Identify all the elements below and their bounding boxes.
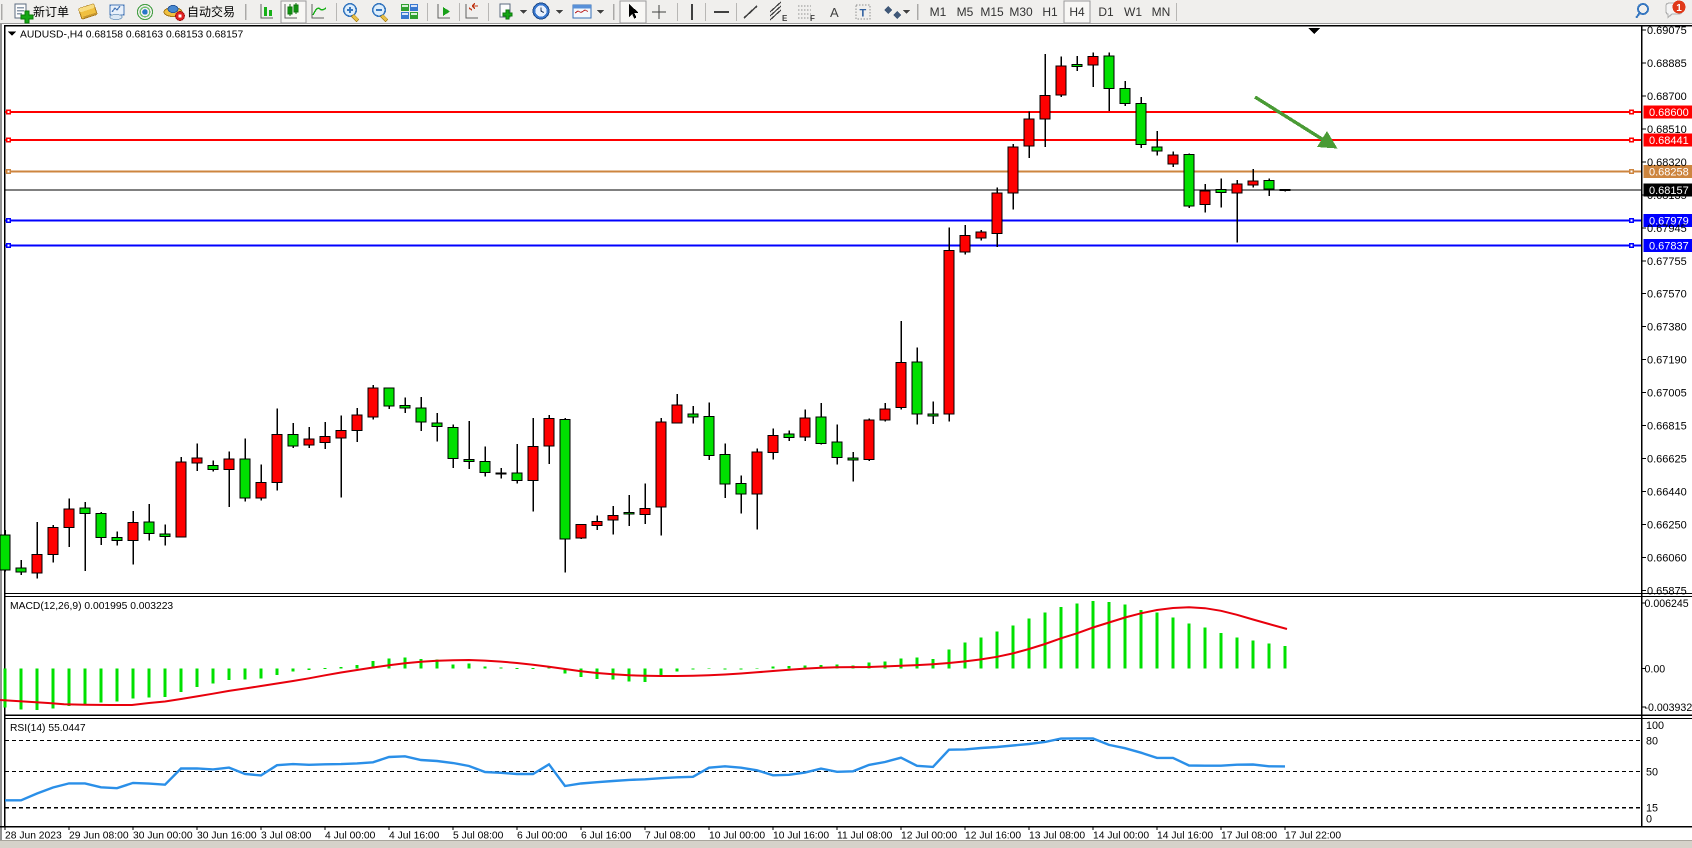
svg-text:AUDUSD-,H4 0.68158 0.68163 0.: AUDUSD-,H4 0.68158 0.68163 0.68153 0.681… — [20, 29, 244, 40]
svg-text:1: 1 — [1676, 3, 1682, 14]
svg-text:0.67570: 0.67570 — [1647, 289, 1687, 301]
svg-text:17 Jul 22:00: 17 Jul 22:00 — [1285, 831, 1341, 842]
svg-text:0.67979: 0.67979 — [1649, 216, 1689, 228]
svg-text:5 Jul 08:00: 5 Jul 08:00 — [453, 831, 504, 842]
svg-text:0.68885: 0.68885 — [1647, 58, 1687, 70]
svg-text:30 Jun 16:00: 30 Jun 16:00 — [197, 831, 257, 842]
svg-text:0.68510: 0.68510 — [1647, 124, 1687, 136]
svg-text:自动交易: 自动交易 — [187, 4, 235, 19]
svg-text:30 Jun 00:00: 30 Jun 00:00 — [133, 831, 193, 842]
svg-text:0: 0 — [1646, 814, 1652, 826]
svg-text:W1: W1 — [1124, 5, 1142, 19]
svg-text:11 Jul 08:00: 11 Jul 08:00 — [837, 831, 893, 842]
svg-text:0.65875: 0.65875 — [1647, 586, 1687, 598]
svg-text:D1: D1 — [1098, 5, 1114, 19]
svg-text:0.68135: 0.68135 — [1647, 190, 1687, 202]
svg-text:17 Jul 08:00: 17 Jul 08:00 — [1221, 831, 1277, 842]
svg-text:12 Jul 00:00: 12 Jul 00:00 — [901, 831, 957, 842]
svg-text:0.67837: 0.67837 — [1649, 241, 1689, 253]
svg-text:E: E — [782, 14, 788, 23]
svg-text:A: A — [830, 5, 839, 20]
svg-text:0.69075: 0.69075 — [1647, 25, 1687, 37]
svg-text:RSI(14) 55.0447: RSI(14) 55.0447 — [10, 723, 86, 734]
svg-text:3 Jul 08:00: 3 Jul 08:00 — [261, 831, 312, 842]
svg-text:0.66440: 0.66440 — [1647, 487, 1687, 499]
svg-text:4 Jul 00:00: 4 Jul 00:00 — [325, 831, 376, 842]
svg-text:12 Jul 16:00: 12 Jul 16:00 — [965, 831, 1021, 842]
svg-text:0.66815: 0.66815 — [1647, 421, 1687, 433]
svg-text:0.68157: 0.68157 — [1649, 185, 1689, 197]
svg-text:H4: H4 — [1069, 5, 1085, 19]
svg-text:M5: M5 — [957, 5, 974, 19]
svg-text:7 Jul 08:00: 7 Jul 08:00 — [645, 831, 696, 842]
svg-text:80: 80 — [1646, 736, 1658, 748]
svg-text:0.68700: 0.68700 — [1647, 91, 1687, 103]
svg-text:6 Jul 00:00: 6 Jul 00:00 — [517, 831, 568, 842]
svg-text:0.67945: 0.67945 — [1647, 223, 1687, 235]
svg-text:T: T — [860, 8, 867, 20]
svg-text:0.67005: 0.67005 — [1647, 388, 1687, 400]
svg-text:4 Jul 16:00: 4 Jul 16:00 — [389, 831, 440, 842]
svg-text:28 Jun 2023: 28 Jun 2023 — [5, 831, 62, 842]
svg-text:50: 50 — [1646, 767, 1658, 779]
svg-text:100: 100 — [1646, 720, 1664, 732]
svg-text:13 Jul 08:00: 13 Jul 08:00 — [1029, 831, 1085, 842]
svg-text:H1: H1 — [1042, 5, 1058, 19]
svg-text:10 Jul 00:00: 10 Jul 00:00 — [709, 831, 765, 842]
svg-text:M15: M15 — [980, 5, 1004, 19]
svg-text:0.68320: 0.68320 — [1647, 157, 1687, 169]
svg-text:0.67190: 0.67190 — [1647, 355, 1687, 367]
svg-text:M30: M30 — [1009, 5, 1033, 19]
svg-text:29 Jun 08:00: 29 Jun 08:00 — [69, 831, 129, 842]
svg-text:MN: MN — [1152, 5, 1171, 19]
svg-text:F: F — [810, 14, 815, 23]
svg-text:MACD(12,26,9) 0.001995 0.00322: MACD(12,26,9) 0.001995 0.003223 — [10, 601, 173, 612]
svg-text:0.67755: 0.67755 — [1647, 256, 1687, 268]
svg-text:6 Jul 16:00: 6 Jul 16:00 — [581, 831, 632, 842]
svg-text:14 Jul 00:00: 14 Jul 00:00 — [1093, 831, 1149, 842]
svg-text:14 Jul 16:00: 14 Jul 16:00 — [1157, 831, 1213, 842]
svg-text:10 Jul 16:00: 10 Jul 16:00 — [773, 831, 829, 842]
svg-text:0.00: 0.00 — [1645, 664, 1666, 676]
svg-text:0.67380: 0.67380 — [1647, 322, 1687, 334]
svg-text:0.68600: 0.68600 — [1649, 107, 1689, 119]
svg-text:M1: M1 — [930, 5, 947, 19]
svg-text:新订单: 新订单 — [33, 4, 69, 19]
svg-text:15: 15 — [1646, 803, 1658, 815]
svg-text:0.66625: 0.66625 — [1647, 454, 1687, 466]
svg-text:-0.003932: -0.003932 — [1645, 702, 1692, 714]
svg-text:0.66250: 0.66250 — [1647, 520, 1687, 532]
svg-text:0.66060: 0.66060 — [1647, 553, 1687, 565]
svg-text:0.006245: 0.006245 — [1645, 598, 1689, 610]
svg-text:0.68258: 0.68258 — [1649, 167, 1689, 179]
svg-text:0.68441: 0.68441 — [1649, 135, 1689, 147]
